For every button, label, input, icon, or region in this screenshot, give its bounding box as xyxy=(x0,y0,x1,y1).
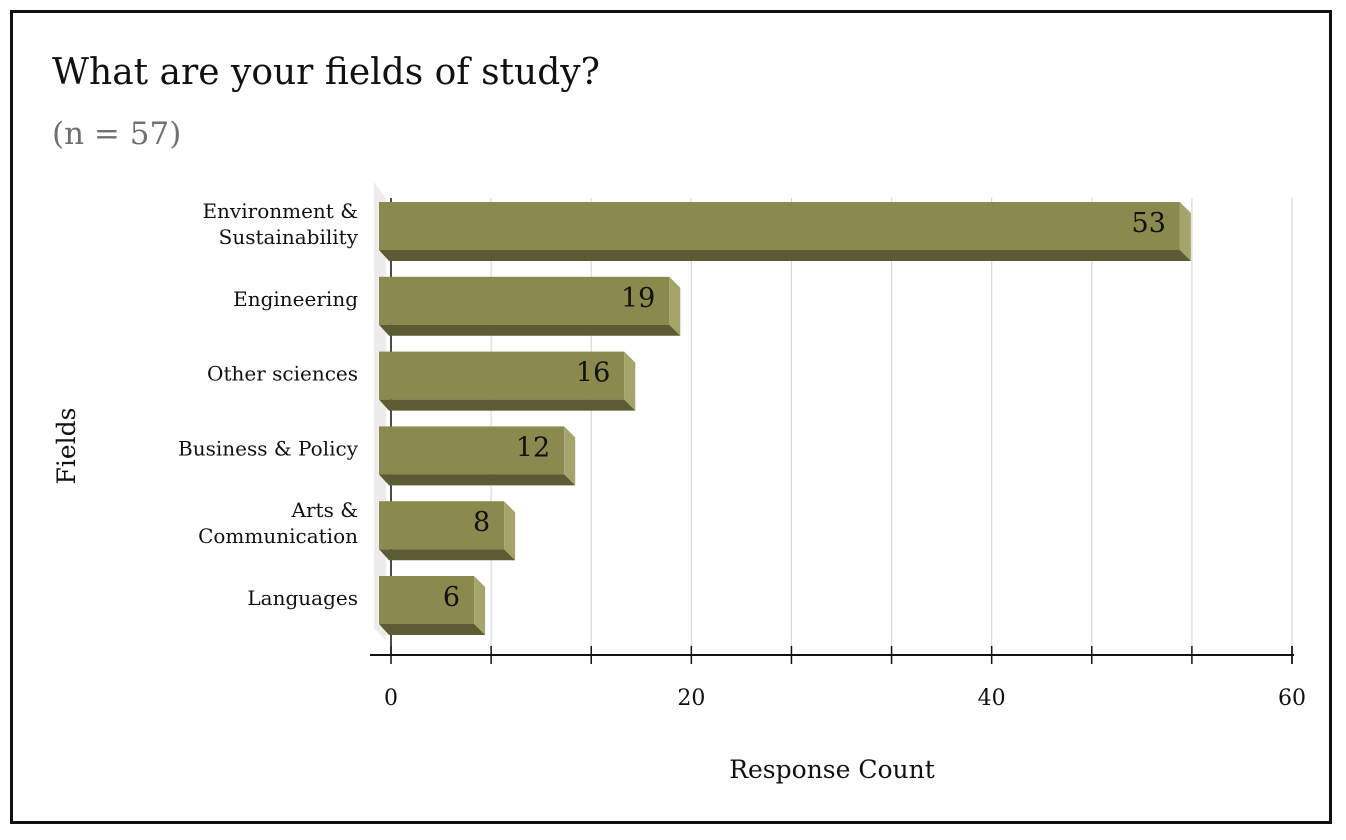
bar-5-side xyxy=(474,576,486,635)
category-label: Other sciences xyxy=(207,362,358,386)
chart-subtitle: (n = 57) xyxy=(52,116,182,152)
category-label: Business & Policy xyxy=(178,436,359,460)
bar-5-bottom xyxy=(379,624,486,635)
x-tick-label: 60 xyxy=(1278,686,1306,711)
bar-4-front xyxy=(379,501,505,550)
x-tick-label: 20 xyxy=(677,686,705,711)
data-label: 19 xyxy=(621,283,655,314)
data-label: 8 xyxy=(473,507,490,538)
category-label: Arts & xyxy=(291,498,358,522)
bar-4-side xyxy=(504,501,516,561)
y-axis-title: Fields xyxy=(52,408,81,485)
bar-4-bottom xyxy=(379,549,516,561)
bar-3-front xyxy=(379,426,565,475)
category-label: Sustainability xyxy=(219,225,359,249)
data-label: 6 xyxy=(443,582,460,613)
bar-2-front xyxy=(379,351,625,400)
bar-1-front xyxy=(379,276,670,325)
data-label: 53 xyxy=(1132,208,1166,239)
bar-3-bottom xyxy=(379,474,576,486)
data-label: 12 xyxy=(516,432,550,463)
bar-1-side xyxy=(669,276,681,336)
bar-3-side xyxy=(564,426,576,486)
bar-2-side xyxy=(624,351,636,411)
chart-title: What are your fields of study? xyxy=(52,52,600,93)
bar-1-bottom xyxy=(379,324,681,336)
x-tick-label: 0 xyxy=(384,686,398,711)
category-label: Engineering xyxy=(233,287,358,311)
bar-5-front xyxy=(379,576,475,624)
category-label: Communication xyxy=(198,524,358,548)
x-axis-title: Response Count xyxy=(729,755,935,784)
bar-2-bottom xyxy=(379,399,636,411)
x-tick-label: 40 xyxy=(978,686,1006,711)
bar-0-bottom xyxy=(379,250,1191,261)
bar-0-side xyxy=(1179,202,1191,261)
data-label: 16 xyxy=(576,358,610,389)
category-label: Environment & xyxy=(202,199,358,223)
category-label: Languages xyxy=(247,586,358,610)
chart-frame xyxy=(10,10,1332,824)
bar-0-front xyxy=(379,202,1180,250)
